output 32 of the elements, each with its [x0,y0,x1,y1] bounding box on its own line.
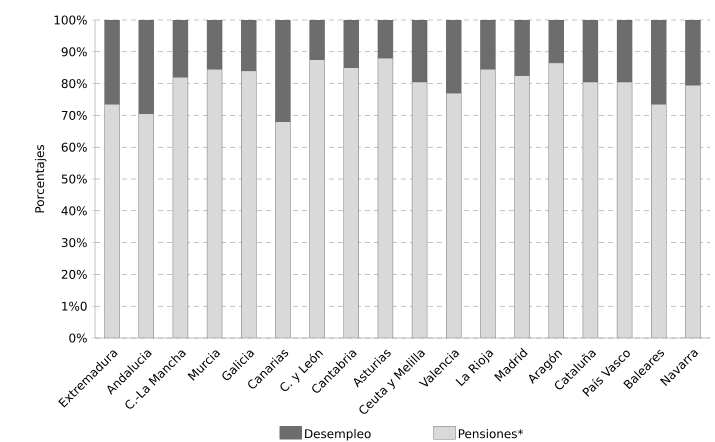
bar [241,70,256,338]
y-tick-label: 30% [62,238,87,248]
y-tick-label: 90% [62,47,87,56]
y-axis-title: Porcentajes [34,144,46,212]
y-tick-label: 100% [54,15,87,25]
bar [104,104,120,338]
bar [206,69,222,338]
bar [616,82,632,338]
bar [378,58,394,338]
bar [172,77,188,338]
legend-label: Pensiones* [458,428,524,438]
y-tick-label: 70% [62,110,87,120]
legend-label: Desempleo [305,428,371,441]
y-tick-label: 80% [62,79,87,88]
bar [651,104,666,338]
bar [344,68,359,338]
y-tick-label: 1%0 [62,302,87,311]
bar [412,82,428,338]
bar [514,75,530,338]
bar [446,92,462,338]
y-tick-label: 20% [62,270,87,279]
bar [275,122,291,338]
y-tick-label: 50% [62,174,87,184]
bar [685,84,701,338]
bar [138,114,154,338]
y-tick-label: 40% [61,206,87,216]
y-tick-label: 0% [69,333,87,343]
bar [548,62,564,338]
bar [480,69,496,338]
y-tick-label: 60% [62,142,87,152]
bar [582,82,598,338]
bar [309,60,325,338]
